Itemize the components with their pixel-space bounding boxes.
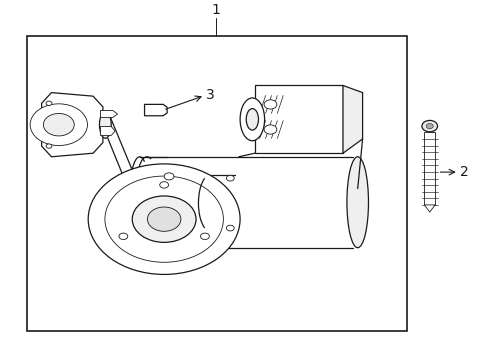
Circle shape [44, 113, 74, 136]
Ellipse shape [347, 157, 368, 248]
Circle shape [226, 225, 234, 231]
Circle shape [164, 173, 174, 180]
Circle shape [226, 175, 234, 181]
Circle shape [200, 233, 209, 239]
Circle shape [426, 123, 433, 129]
Circle shape [46, 144, 52, 148]
Bar [27, 36, 407, 332]
Circle shape [88, 164, 240, 274]
Polygon shape [100, 111, 118, 118]
Circle shape [147, 207, 181, 231]
Circle shape [30, 104, 88, 145]
Text: 3: 3 [206, 89, 215, 103]
Text: 1: 1 [211, 3, 220, 17]
Polygon shape [145, 104, 167, 116]
Ellipse shape [246, 109, 259, 130]
Polygon shape [100, 126, 115, 135]
Circle shape [46, 101, 52, 105]
Circle shape [119, 233, 128, 239]
Bar [255, 85, 343, 153]
Bar [424, 132, 435, 205]
Circle shape [264, 125, 277, 134]
Circle shape [160, 182, 169, 188]
Circle shape [132, 196, 196, 242]
Ellipse shape [99, 111, 111, 138]
Polygon shape [343, 85, 363, 153]
Polygon shape [424, 205, 435, 212]
Text: 2: 2 [460, 165, 468, 179]
Polygon shape [42, 93, 103, 157]
Circle shape [422, 120, 438, 132]
Circle shape [105, 176, 223, 262]
Circle shape [264, 100, 277, 109]
Ellipse shape [240, 98, 265, 141]
